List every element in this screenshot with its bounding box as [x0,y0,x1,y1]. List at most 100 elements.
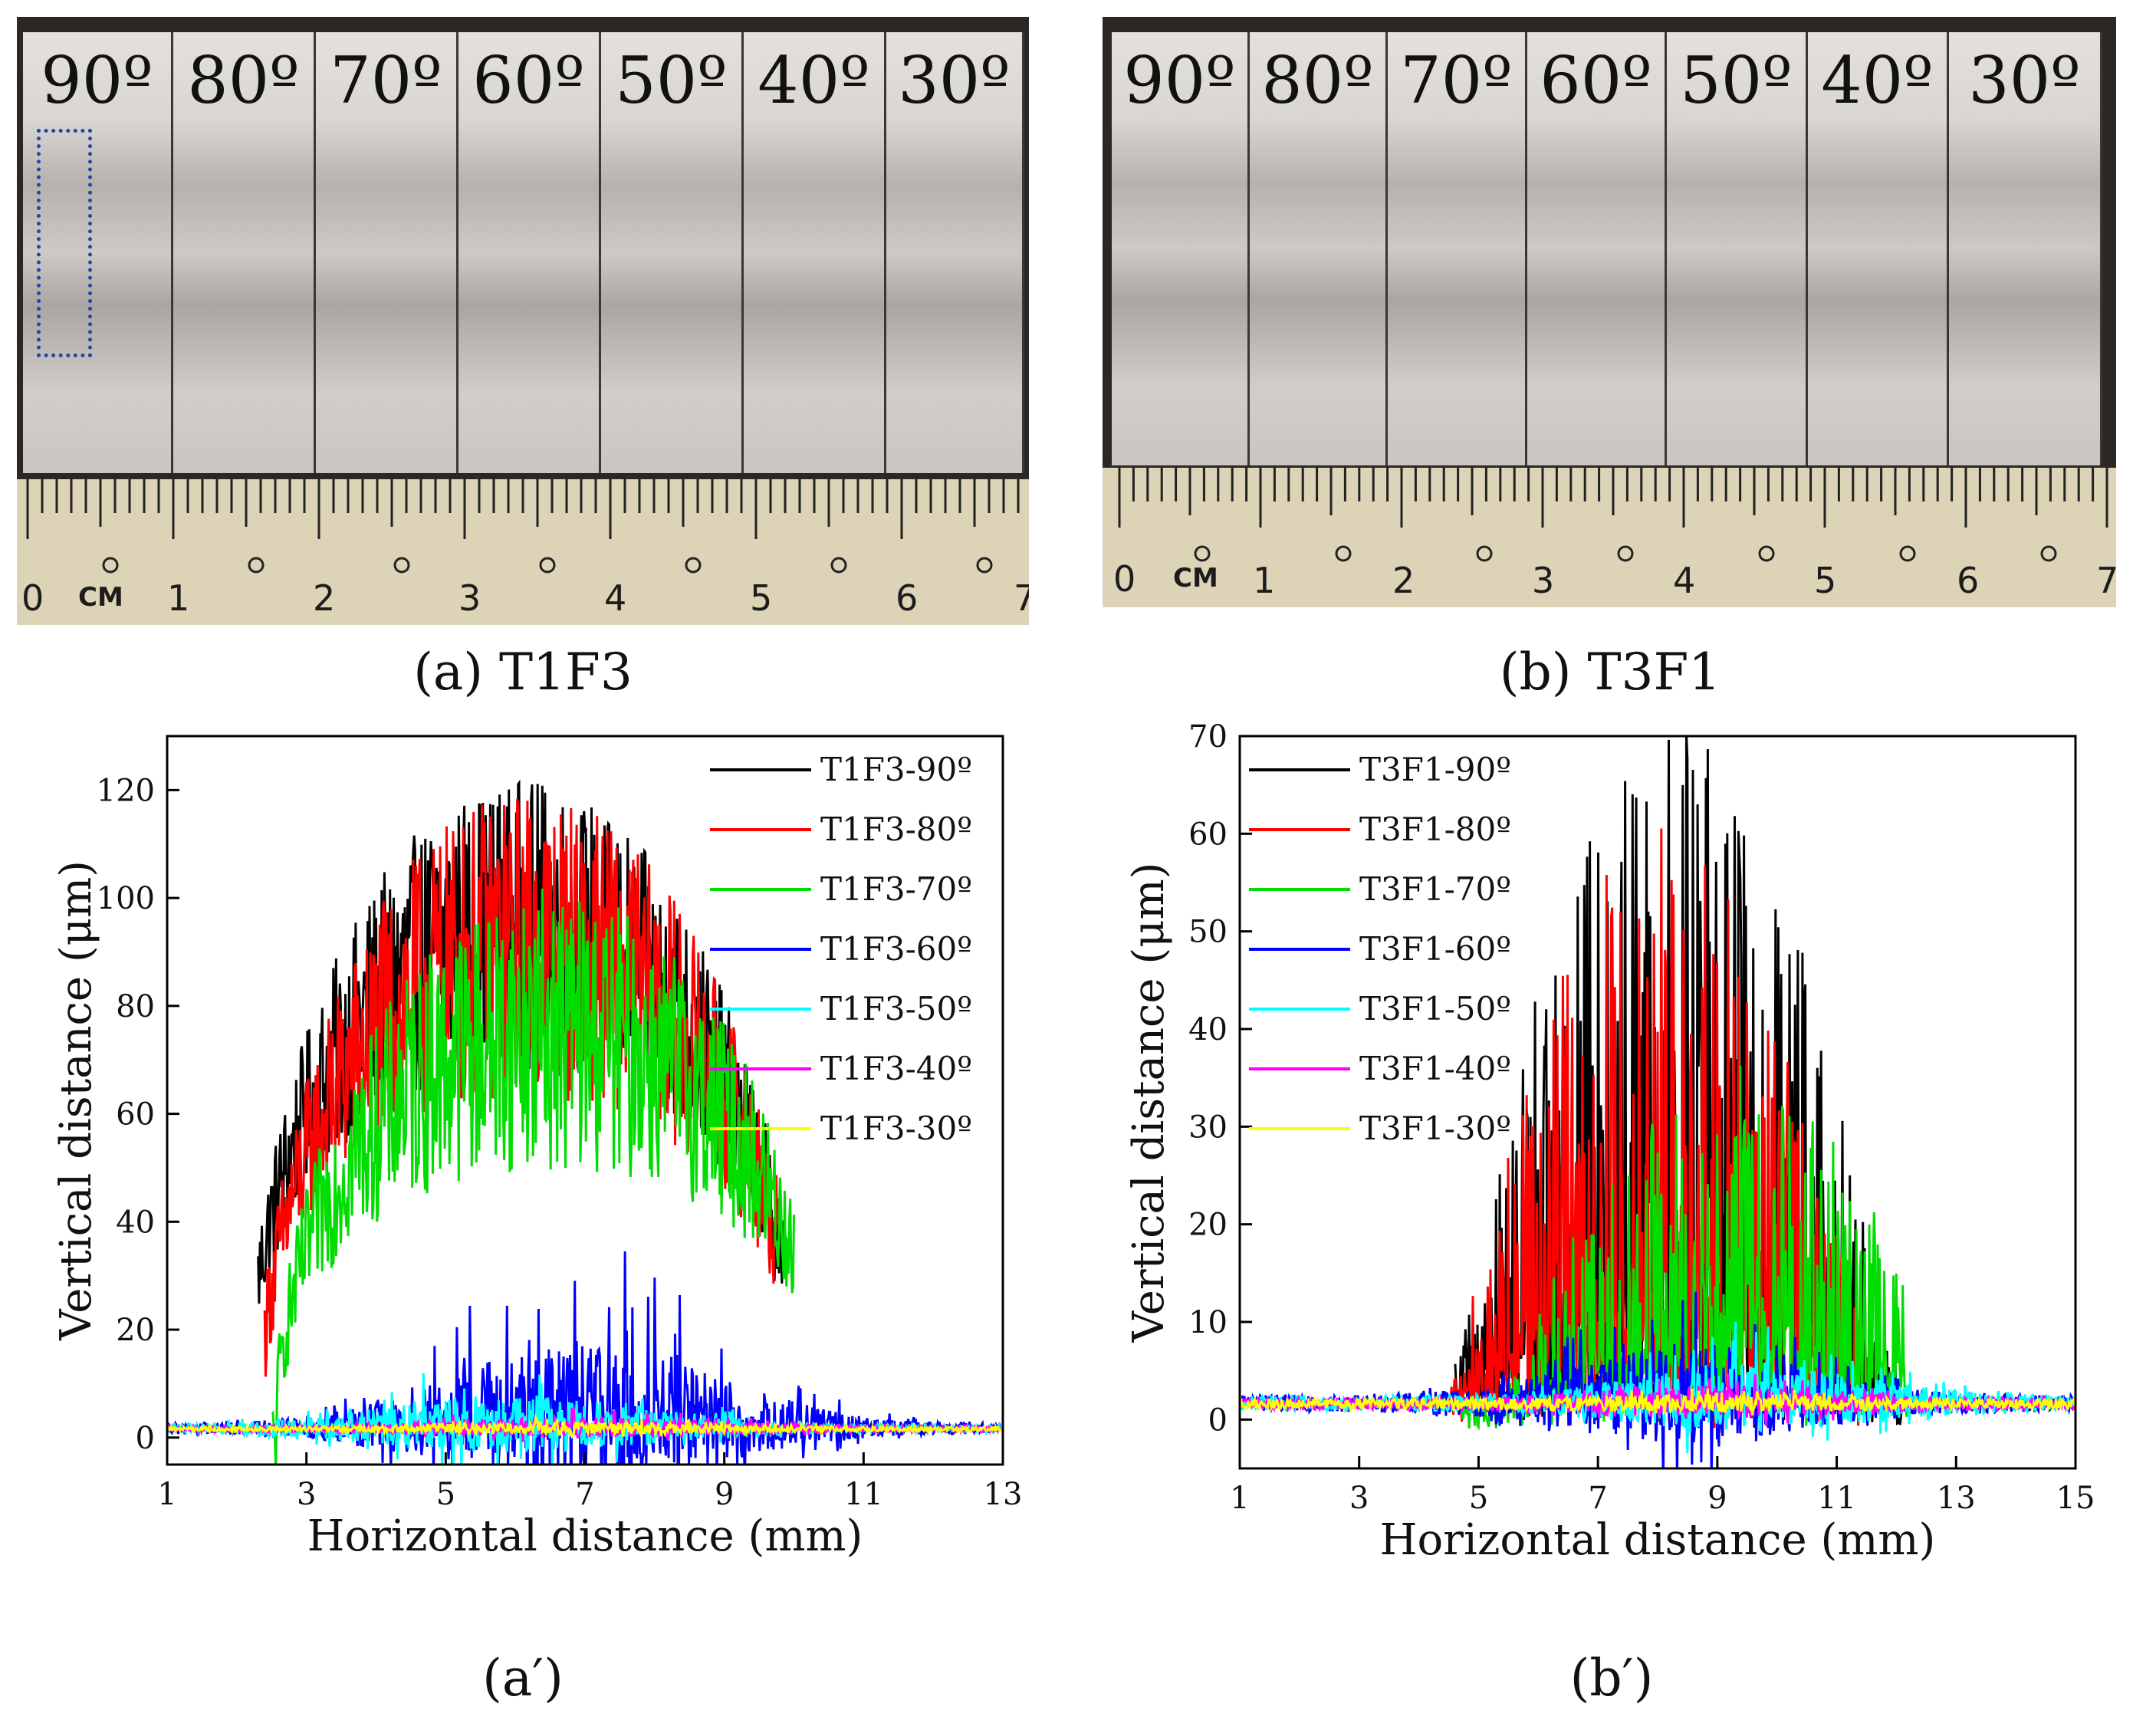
x-tick-label: 13 [1937,1481,1976,1516]
series-line-T1F3-70º [271,888,795,1465]
strip-60: 60º [458,32,601,473]
strip-label: 70º [1400,43,1513,118]
ruler: 0 CM 1 2 3 4 5 6 7 [17,479,1029,625]
strip-50: 50º [1667,32,1808,465]
ruler-hole [1617,545,1634,562]
legend-label: T3F1-30º [1359,1110,1511,1147]
ruler-hole [1335,545,1352,562]
legend-label: T1F3-70º [820,870,972,908]
y-axis-title: Vertical distance (μm) [1124,862,1174,1343]
strip-40: 40º [1808,32,1949,465]
legend-label: T3F1-70º [1359,870,1511,908]
ruler-number: 5 [1814,560,1837,601]
ruler-hole [248,557,265,574]
y-tick-label: 80 [116,989,155,1024]
ruler-hole [976,557,993,574]
legend-label: T1F3-40º [820,1050,972,1087]
y-tick-label: 20 [1188,1208,1228,1243]
strip-label: 30º [898,43,1011,118]
y-tick-label: 30 [1188,1110,1228,1145]
ruler-number: 0 [21,577,44,619]
plot-frame [1238,735,2077,1470]
strip-label: 30º [1968,43,2081,118]
strip-30: 30º [886,32,1024,473]
ruler-unit: CM [1173,563,1218,593]
x-tick-label: 1 [157,1477,176,1512]
ruler-hole [685,557,702,574]
strip-80: 80º [173,32,316,473]
strip-80: 80º [1250,32,1388,465]
ruler-number: 3 [458,577,481,619]
photo-t3f1: 90º 80º 70º 60º 50º 40º 30º 0 CM 1 2 3 4… [1103,17,2116,607]
ruler-number: 6 [896,577,919,619]
ruler-number: 5 [750,577,773,619]
x-tick-label: 13 [984,1477,1023,1512]
ruler-ticks [1118,468,2108,562]
x-tick-label: 11 [844,1477,883,1512]
strip-70: 70º [1388,32,1527,465]
ruler-number: 4 [604,577,627,619]
ruler-number: 6 [1957,560,1980,601]
ruler-number: 7 [1014,577,1029,619]
strip-50: 50º [601,32,744,473]
ruler-hole [1194,545,1211,562]
legend-label: T1F3-50º [820,990,972,1027]
ruler-hole [393,557,410,574]
strip-90: 90º [23,32,173,473]
strip-label: 70º [330,43,442,118]
y-tick-label: 40 [1188,1012,1228,1047]
ruler-hole [830,557,847,574]
y-tick-label: 0 [136,1421,155,1456]
series-line-T1F3-80º [263,798,781,1377]
y-tick-label: 10 [1188,1305,1228,1340]
x-tick-label: 5 [436,1477,455,1512]
ruler-hole [1899,545,1916,562]
ruler-ticks [26,479,1020,574]
legend-label: T1F3-30º [820,1110,972,1147]
ruler-hole [2040,545,2057,562]
strip-30: 30º [1949,32,2102,465]
strip-label: 50º [615,43,728,118]
y-tick-label: 100 [97,881,155,916]
x-tick-label: 9 [1707,1481,1727,1516]
strip-70: 70º [316,32,458,473]
caption-a: (a) T1F3 [413,643,633,702]
x-tick-label: 9 [715,1477,734,1512]
x-axis-title: Horizontal distance (mm) [1380,1515,1936,1565]
y-tick-label: 50 [1188,915,1228,950]
ruler-number: 2 [313,577,336,619]
strip-label: 90º [41,43,153,118]
legend-label: T3F1-40º [1359,1050,1511,1087]
ruler-number: 2 [1392,560,1415,601]
caption-a-prime: (a′) [482,1649,564,1708]
ruler-hole [1476,545,1493,562]
ruler-hole [1758,545,1775,562]
x-tick-label: 3 [1349,1481,1369,1516]
legend-label: T1F3-90º [820,751,972,788]
ruler-number: 1 [1253,560,1276,601]
ruler-hole [102,557,119,574]
strip-label: 50º [1680,43,1793,118]
caption-b: (b) T3F1 [1499,643,1721,702]
y-tick-label: 120 [97,773,155,808]
measurement-region-box [37,129,92,357]
legend-label: T1F3-60º [820,930,972,968]
ruler-number: 0 [1113,558,1136,600]
ruler-hole [539,557,556,574]
y-tick-label: 0 [1208,1402,1228,1438]
strip-label: 80º [187,43,300,118]
strip-label: 40º [1821,43,1934,118]
strip-label: 60º [1540,43,1652,118]
y-tick-label: 40 [116,1205,155,1240]
chart-b-prime: 1 3 5 7 9 11 13 15 0 10 20 30 40 50 60 70 Horizontal dis… [1066,713,2133,1633]
legend-label: T3F1-60º [1359,930,1511,968]
y-tick-label: 60 [116,1097,155,1133]
strip-90: 90º [1112,32,1250,465]
x-tick-label: 5 [1469,1481,1488,1516]
strip-60: 60º [1527,32,1667,465]
strip-label: 80º [1261,43,1374,118]
y-tick-label: 70 [1188,719,1228,755]
chart-a-prime: 1 3 5 7 9 11 13 0 20 40 60 80 100 120 Horizontal dista… [0,713,1066,1633]
